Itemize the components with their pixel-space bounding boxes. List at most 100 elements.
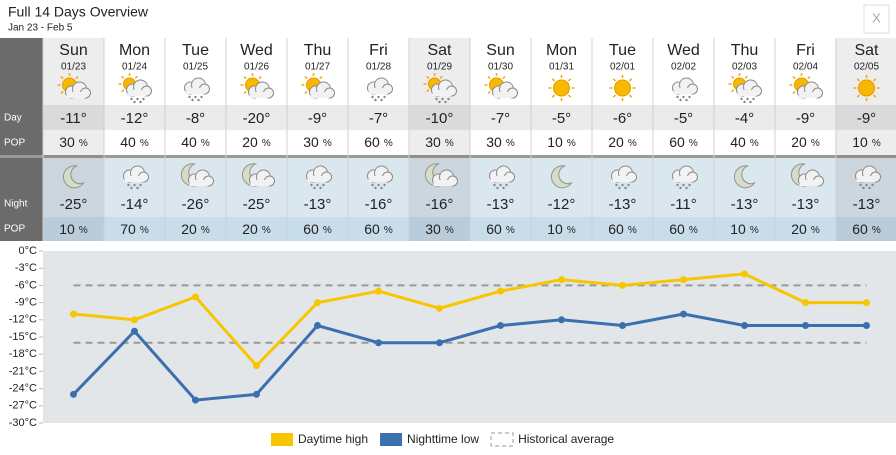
- data-point: [314, 299, 321, 307]
- snowflake: [441, 97, 444, 101]
- data-point: [192, 396, 199, 404]
- day-temp: -9°: [308, 110, 327, 127]
- close-button[interactable]: X: [863, 4, 890, 34]
- sun-ray: [304, 75, 308, 80]
- cloud-icon: [123, 165, 149, 183]
- snowflake: [127, 183, 130, 187]
- cloud-icon: [249, 169, 275, 187]
- y-tick-label: -18°C: [9, 348, 37, 360]
- cloud-icon: [184, 77, 210, 95]
- pop: 20%: [791, 134, 820, 150]
- snowflake: [130, 186, 133, 190]
- cloud-icon: [248, 81, 274, 99]
- date: 01/23: [61, 62, 86, 73]
- pop: 30%: [425, 221, 454, 237]
- date: 02/03: [732, 62, 757, 73]
- pop: 30%: [425, 134, 454, 150]
- data-point: [619, 281, 626, 289]
- snowflake: [679, 186, 682, 190]
- snowflake: [435, 97, 438, 101]
- pop: 70%: [120, 221, 149, 237]
- pop: 60%: [303, 221, 332, 237]
- cloud-base: [250, 180, 270, 186]
- pop: 60%: [364, 221, 393, 237]
- pop-unit: %: [628, 138, 637, 149]
- pop-unit: %: [201, 225, 210, 236]
- day-temp: -7°: [491, 110, 510, 127]
- snowflake: [371, 183, 374, 187]
- cloud-base: [798, 92, 818, 98]
- pop-unit: %: [201, 138, 210, 149]
- snowflake: [676, 183, 679, 187]
- cloud-icon: [65, 81, 91, 99]
- snowflake: [142, 97, 145, 101]
- cloud-icon: [611, 165, 637, 183]
- sun-ray: [134, 75, 138, 79]
- pop-unit: %: [445, 225, 454, 236]
- day-name: Sat: [854, 42, 879, 59]
- pop-value: 60: [364, 134, 380, 150]
- data-point: [436, 304, 443, 312]
- snowflake: [868, 186, 871, 190]
- pop-value: 20: [608, 134, 624, 150]
- sun-ray: [487, 90, 491, 95]
- day-name: Wed: [667, 42, 700, 59]
- sun-ray: [487, 75, 491, 80]
- night-temp: -13°: [792, 196, 820, 213]
- pop-unit: %: [262, 138, 271, 149]
- day-temp: -8°: [186, 110, 205, 127]
- snowflake: [383, 183, 386, 187]
- day-name: Sun: [59, 42, 87, 59]
- weekend-shade: [409, 38, 470, 241]
- night-temp: -13°: [304, 196, 332, 213]
- data-point: [802, 322, 809, 330]
- cloud-icon: [126, 79, 152, 97]
- snowflake: [322, 183, 325, 187]
- cloud-base: [432, 90, 452, 96]
- pop-unit: %: [872, 138, 881, 149]
- pop-unit: %: [872, 225, 881, 236]
- row-label: POP: [4, 138, 25, 149]
- sun-ray: [612, 78, 616, 82]
- snowflake: [316, 183, 319, 187]
- pop-unit: %: [262, 225, 271, 236]
- data-point: [497, 322, 504, 330]
- divider: [0, 155, 896, 158]
- day-temp: -5°: [552, 110, 571, 127]
- snowflake: [499, 183, 502, 187]
- snowflake: [682, 95, 685, 99]
- close-label[interactable]: X: [872, 10, 881, 25]
- pop-value: 40: [181, 134, 197, 150]
- pop-value: 60: [364, 221, 380, 237]
- day-temp: -10°: [426, 110, 454, 127]
- sun-ray: [121, 89, 125, 93]
- cloud-icon: [672, 77, 698, 95]
- data-point: [375, 339, 382, 347]
- day-name: Sat: [427, 42, 452, 59]
- pop: 40%: [120, 134, 149, 150]
- pop-value: 70: [120, 221, 136, 237]
- snowflake: [139, 100, 142, 104]
- day-name: Mon: [546, 42, 577, 59]
- sun-ray: [243, 90, 247, 95]
- sun-ray: [568, 94, 572, 98]
- night-temp: -13°: [609, 196, 637, 213]
- snowflake: [371, 95, 374, 99]
- snowflake: [871, 183, 874, 187]
- snowflake: [319, 186, 322, 190]
- pop-value: 30: [486, 134, 502, 150]
- cloud-icon: [736, 79, 762, 97]
- y-tick-label: -6°C: [15, 279, 37, 291]
- night-temp: -25°: [243, 196, 271, 213]
- cloud-base: [307, 176, 327, 182]
- pop-unit: %: [750, 225, 759, 236]
- row-label-column: [0, 38, 43, 241]
- snowflake: [191, 98, 194, 102]
- snowflake: [200, 95, 203, 99]
- snowflake: [740, 97, 743, 101]
- sun-ray: [856, 94, 860, 98]
- sun-ray: [629, 94, 633, 98]
- snowflake: [752, 97, 755, 101]
- data-point: [741, 270, 748, 278]
- legend-swatch: [380, 433, 403, 446]
